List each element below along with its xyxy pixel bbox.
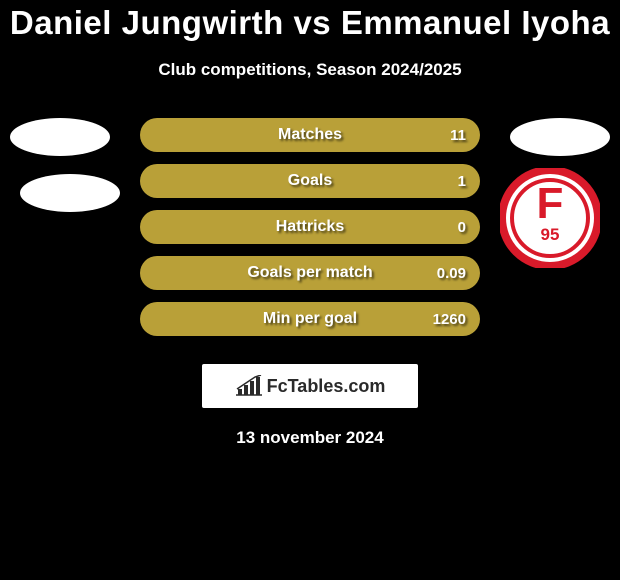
svg-text:95: 95 [541, 225, 560, 244]
player2-club-badge: F 95 [500, 168, 600, 268]
stat-row-goals: Goals 1 [140, 164, 480, 198]
svg-text:F: F [537, 179, 564, 228]
stat-row-mpg: Min per goal 1260 [140, 302, 480, 336]
bar-chart-icon [235, 375, 263, 397]
stat-value-right: 1260 [433, 311, 466, 328]
stat-value-right: 0 [458, 219, 466, 236]
stat-row-matches: Matches 11 [140, 118, 480, 152]
brand-text: FcTables.com [267, 376, 386, 397]
player1-avatar-placeholder [10, 118, 110, 156]
stat-value-right: 11 [450, 127, 466, 144]
player2-avatar-placeholder [510, 118, 610, 156]
stat-value-right: 1 [458, 173, 466, 190]
page-title: Daniel Jungwirth vs Emmanuel Iyoha [0, 0, 620, 42]
stat-row-hattricks: Hattricks 0 [140, 210, 480, 244]
stat-label: Goals [288, 172, 332, 190]
subtitle: Club competitions, Season 2024/2025 [0, 60, 620, 80]
stat-label: Matches [278, 126, 342, 144]
stat-label: Hattricks [276, 218, 344, 236]
stats-area: F 95 Matches 11 Goals 1 Hattricks 0 Goal… [0, 118, 620, 358]
stat-row-gpm: Goals per match 0.09 [140, 256, 480, 290]
stat-label: Min per goal [263, 310, 357, 328]
stat-label: Goals per match [247, 264, 372, 282]
stat-value-right: 0.09 [437, 265, 466, 282]
date-label: 13 november 2024 [0, 428, 620, 448]
brand-watermark: FcTables.com [202, 364, 418, 408]
player1-club-placeholder [20, 174, 120, 212]
fortuna-badge-icon: F 95 [500, 168, 600, 268]
stat-bars: Matches 11 Goals 1 Hattricks 0 Goals per… [140, 118, 480, 348]
